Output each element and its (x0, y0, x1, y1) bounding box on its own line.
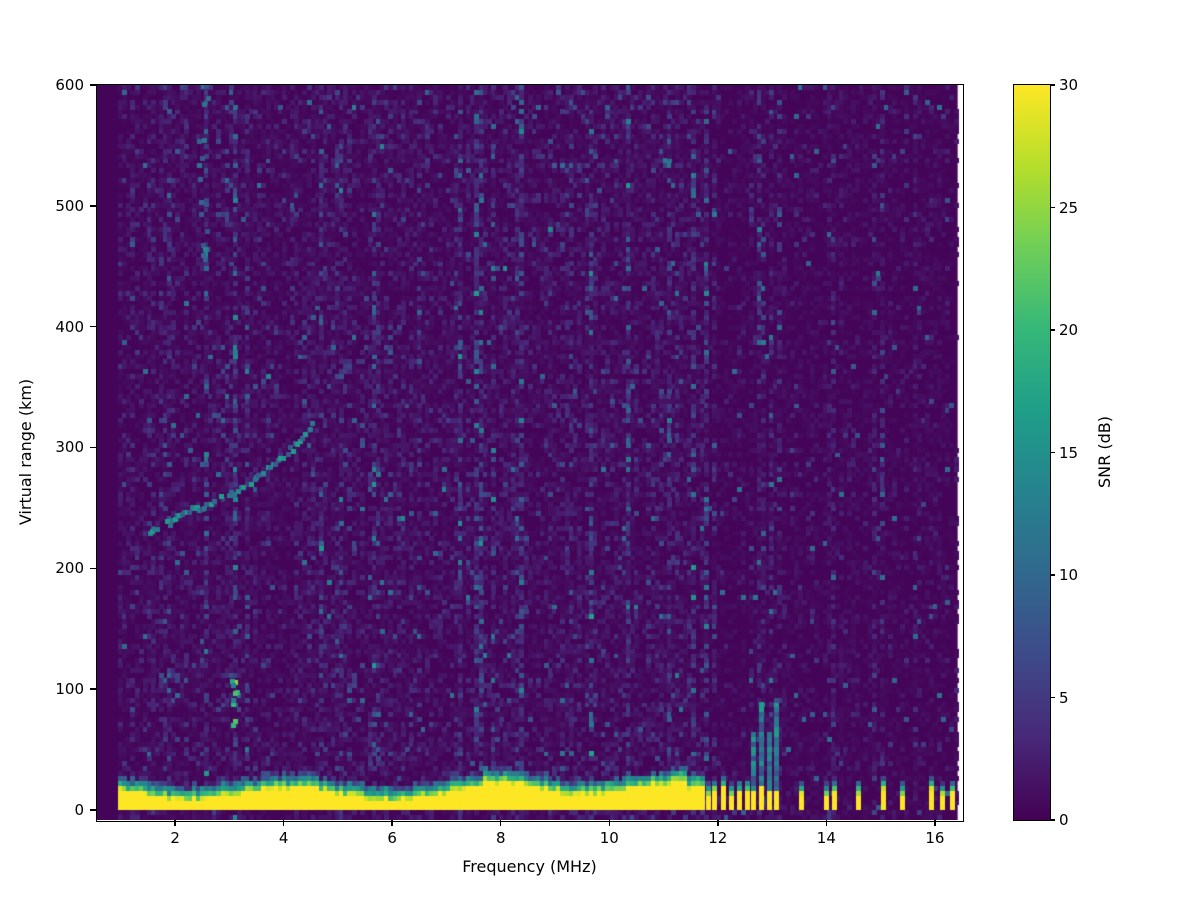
y-axis-label: Virtual range (km) (16, 378, 35, 526)
x-tick-label-2: 2 (170, 829, 180, 847)
y-tick-600 (90, 84, 97, 86)
y-tick-200 (90, 567, 97, 570)
colorbar-tick-label-30: 30 (1059, 76, 1079, 94)
colorbar-tick-20 (1050, 329, 1055, 331)
y-tick-label-0: 0 (74, 800, 84, 819)
y-tick-label-500: 500 (55, 196, 84, 215)
colorbar (1013, 84, 1051, 821)
x-tick-label-12: 12 (708, 829, 728, 847)
x-axis-label: Frequency (MHz) (462, 857, 597, 876)
x-tick-label-14: 14 (816, 829, 836, 847)
x-tick-label-8: 8 (495, 829, 506, 847)
colorbar-tick-label-10: 10 (1059, 566, 1079, 584)
colorbar-tick-30 (1050, 84, 1055, 86)
x-tick-6 (391, 820, 393, 826)
y-tick-label-400: 400 (55, 317, 84, 336)
x-tick-label-10: 10 (599, 829, 619, 847)
y-tick-100 (90, 688, 97, 690)
colorbar-tick-label-15: 15 (1059, 443, 1079, 462)
plot-area-border (96, 84, 964, 822)
x-tick-12 (717, 820, 719, 826)
colorbar-tick-5 (1050, 696, 1055, 699)
colorbar-tick-label-25: 25 (1059, 198, 1079, 217)
y-tick-300 (90, 446, 97, 449)
y-tick-label-300: 300 (55, 438, 84, 457)
colorbar-tick-0 (1050, 819, 1055, 821)
x-tick-14 (825, 820, 828, 826)
x-tick-16 (934, 820, 936, 826)
y-tick-500 (90, 205, 97, 207)
colorbar-tick-label-5: 5 (1059, 688, 1069, 707)
y-tick-label-200: 200 (55, 559, 84, 578)
y-tick-0 (90, 809, 97, 811)
y-tick-label-600: 600 (55, 76, 84, 94)
colorbar-tick-10 (1050, 574, 1055, 576)
ionogram-heatmap-canvas (97, 85, 962, 820)
x-tick-label-6: 6 (387, 829, 397, 847)
colorbar-tick-label-0: 0 (1059, 811, 1069, 829)
colorbar-tick-15 (1050, 451, 1055, 454)
x-tick-4 (282, 820, 285, 826)
x-tick-label-4: 4 (278, 829, 289, 847)
colorbar-tick-25 (1050, 206, 1055, 209)
x-tick-2 (174, 820, 176, 826)
x-tick-label-16: 16 (925, 829, 945, 847)
y-tick-400 (90, 325, 97, 328)
colorbar-tick-label-20: 20 (1059, 321, 1079, 339)
y-tick-label-100: 100 (55, 680, 84, 699)
x-tick-8 (499, 820, 502, 826)
x-tick-10 (608, 820, 611, 826)
